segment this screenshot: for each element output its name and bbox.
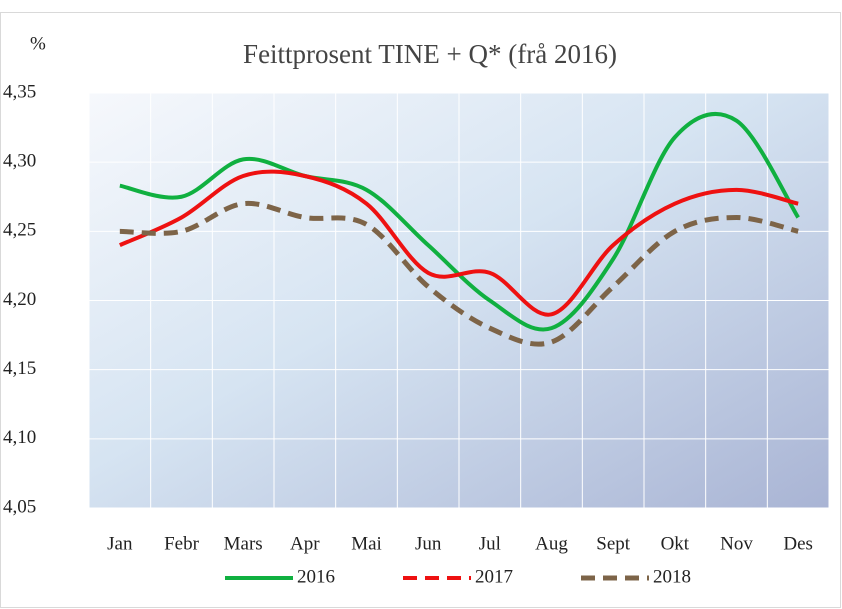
x-tick-label: Jun (415, 533, 442, 554)
legend-label: 2016 (297, 566, 335, 587)
x-tick-label: Febr (164, 533, 200, 554)
x-tick-label: Okt (661, 533, 690, 554)
x-tick-label: Mai (351, 533, 382, 554)
legend-label: 2018 (653, 566, 691, 587)
x-tick-label: Aug (535, 533, 568, 554)
x-tick-label: Des (783, 533, 813, 554)
y-tick-label: 4,35 (3, 81, 36, 102)
y-tick-label: 4,25 (3, 220, 36, 241)
y-tick-label: 4,20 (3, 289, 36, 310)
series-line (119, 111, 800, 332)
y-tick-label: 4,10 (3, 427, 36, 448)
x-tick-label: Mars (224, 533, 263, 554)
chart-title: Feittprosent TINE + Q* (frå 2016) (243, 39, 617, 69)
x-tick-label: Sept (596, 533, 631, 554)
y-tick-label: 4,15 (3, 358, 36, 379)
x-tick-label: Jan (107, 533, 133, 554)
series-line (119, 169, 799, 317)
x-tick-label: Jul (479, 533, 501, 554)
legend-label: 2017 (475, 566, 513, 587)
y-tick-label: 4,05 (3, 496, 36, 517)
y-tick-label: 4,30 (3, 151, 36, 172)
x-tick-label: Nov (720, 533, 753, 554)
y-axis-label: % (30, 33, 46, 54)
x-tick-label: Apr (290, 533, 320, 554)
